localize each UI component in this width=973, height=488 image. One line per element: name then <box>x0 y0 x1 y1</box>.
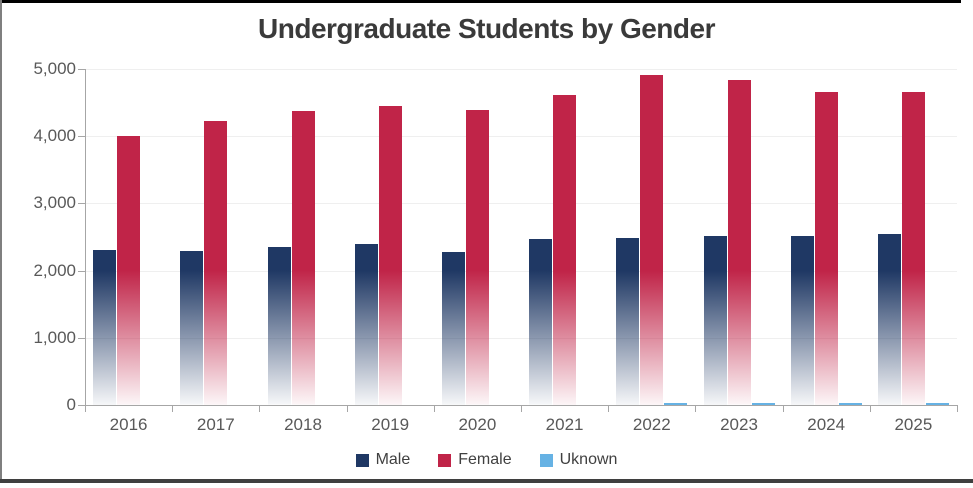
bar-male-2017 <box>180 251 204 405</box>
x-axis-label: 2022 <box>632 415 671 434</box>
bar-female-2018 <box>291 111 315 405</box>
bar-female-2017 <box>204 121 228 405</box>
x-axis-line <box>85 405 958 406</box>
legend-swatch-icon <box>539 453 553 467</box>
bar-male-2020 <box>441 252 465 405</box>
bar-male-2025 <box>877 233 901 405</box>
bar-female-2021 <box>553 94 577 405</box>
x-axis-tick <box>608 406 610 412</box>
bar-uknown-2023 <box>751 402 775 405</box>
x-axis-tick <box>346 406 348 412</box>
bar-uknown-2022 <box>664 402 688 405</box>
gridline <box>86 136 957 138</box>
x-axis-label: 2021 <box>545 415 584 434</box>
bar-uknown-2025 <box>925 402 949 405</box>
x-axis-label: 2017 <box>196 415 235 434</box>
x-axis-label: 2016 <box>109 415 148 434</box>
bar-female-2022 <box>640 74 664 405</box>
legend-swatch-icon <box>438 453 452 467</box>
bar-male-2023 <box>703 235 727 405</box>
y-axis-tick <box>78 405 85 406</box>
bar-female-2024 <box>814 91 838 405</box>
y-axis-line <box>85 69 86 406</box>
bar-uknown-2024 <box>838 402 862 405</box>
x-axis-tick <box>957 406 958 412</box>
x-axis-label: 2018 <box>284 415 322 434</box>
bar-female-2025 <box>901 91 925 405</box>
y-axis-tick <box>78 203 85 205</box>
bar-female-2023 <box>727 80 751 405</box>
frame-border-left <box>0 0 2 482</box>
x-axis-tick <box>782 406 784 412</box>
legend-item-male: Male <box>355 451 411 469</box>
y-axis-label: 0 <box>66 395 76 414</box>
bar-male-2021 <box>529 239 553 405</box>
bar-male-2022 <box>616 237 640 405</box>
x-axis-tick <box>521 406 522 412</box>
frame-border-top <box>0 0 961 3</box>
bar-female-2019 <box>378 105 402 405</box>
x-axis-label: 2019 <box>371 415 410 434</box>
y-axis-label: 2,000 <box>33 260 76 280</box>
x-axis-tick <box>695 406 697 412</box>
bar-female-2020 <box>465 110 489 405</box>
legend-swatch-icon <box>355 453 369 467</box>
gridline <box>86 69 957 70</box>
gridline <box>86 203 957 205</box>
chart-title: Undergraduate Students by Gender <box>258 13 715 44</box>
legend-item-female: Female <box>438 451 512 469</box>
x-axis-label: 2023 <box>720 415 758 434</box>
bar-male-2018 <box>267 247 291 405</box>
x-axis-label: 2025 <box>894 415 933 434</box>
x-axis-tick <box>259 406 261 412</box>
y-axis-label: 3,000 <box>33 193 76 213</box>
y-axis-tick <box>78 136 85 138</box>
x-axis-tick <box>869 406 871 412</box>
y-axis-label: 1,000 <box>33 327 76 347</box>
x-axis-tick <box>85 406 86 412</box>
x-axis-tick <box>433 406 435 412</box>
legend-item-uknown: Uknown <box>539 451 618 469</box>
y-axis-label: 4,000 <box>33 126 76 146</box>
bar-female-2016 <box>117 136 141 405</box>
bar-male-2024 <box>790 235 814 405</box>
x-axis-label: 2024 <box>807 415 846 434</box>
chart-legend: Male Female Uknown <box>0 451 973 469</box>
legend-label: Female <box>458 451 512 468</box>
y-axis-tick <box>78 69 85 70</box>
y-axis-tick <box>78 337 85 339</box>
bar-male-2016 <box>93 249 117 405</box>
legend-label: Male <box>375 451 411 468</box>
frame-border-bottom <box>0 479 973 483</box>
x-axis-label: 2020 <box>458 415 497 434</box>
y-axis-label: 5,000 <box>33 59 76 78</box>
gridline <box>86 270 957 272</box>
legend-label: Uknown <box>559 451 618 468</box>
bar-male-2019 <box>354 244 378 405</box>
y-axis-tick <box>78 270 85 272</box>
x-axis-tick <box>172 406 174 412</box>
gridline <box>86 337 957 339</box>
